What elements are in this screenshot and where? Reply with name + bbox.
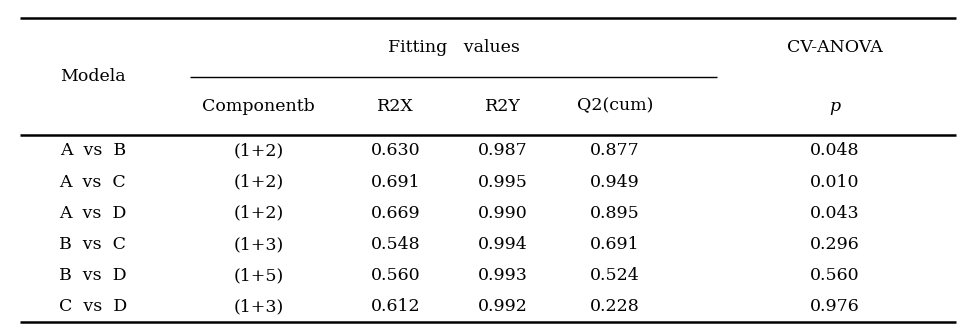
Text: Fitting   values: Fitting values — [387, 39, 520, 56]
Text: 0.560: 0.560 — [371, 267, 420, 284]
Text: B  vs  D: B vs D — [59, 267, 127, 284]
Text: 0.987: 0.987 — [478, 142, 527, 159]
Text: 0.994: 0.994 — [478, 236, 527, 253]
Text: 0.228: 0.228 — [590, 298, 639, 315]
Text: 0.548: 0.548 — [371, 236, 420, 253]
Text: 0.990: 0.990 — [478, 205, 527, 222]
Text: A  vs  D: A vs D — [59, 205, 127, 222]
Text: R2X: R2X — [377, 98, 414, 115]
Text: 0.010: 0.010 — [810, 174, 859, 190]
Text: CV-ANOVA: CV-ANOVA — [787, 39, 882, 56]
Text: A  vs  C: A vs C — [60, 174, 126, 190]
Text: Q2(cum): Q2(cum) — [577, 98, 653, 115]
Text: (1+2): (1+2) — [233, 205, 284, 222]
Text: 0.560: 0.560 — [810, 267, 859, 284]
Text: Modela: Modela — [60, 68, 126, 85]
Text: 0.993: 0.993 — [477, 267, 528, 284]
Text: 0.691: 0.691 — [371, 174, 420, 190]
Text: 0.995: 0.995 — [477, 174, 528, 190]
Text: 0.976: 0.976 — [810, 298, 859, 315]
Text: 0.048: 0.048 — [810, 142, 859, 159]
Text: Componentb: Componentb — [202, 98, 315, 115]
Text: 0.524: 0.524 — [590, 267, 639, 284]
Text: (1+5): (1+5) — [233, 267, 284, 284]
Text: 0.877: 0.877 — [590, 142, 639, 159]
Text: (1+2): (1+2) — [233, 142, 284, 159]
Text: 0.630: 0.630 — [371, 142, 420, 159]
Text: 0.612: 0.612 — [371, 298, 420, 315]
Text: p: p — [829, 98, 840, 115]
Text: (1+3): (1+3) — [233, 236, 284, 253]
Text: 0.669: 0.669 — [371, 205, 420, 222]
Text: (1+2): (1+2) — [233, 174, 284, 190]
Text: (1+3): (1+3) — [233, 298, 284, 315]
Text: 0.691: 0.691 — [590, 236, 639, 253]
Text: 0.043: 0.043 — [810, 205, 859, 222]
Text: B  vs  C: B vs C — [60, 236, 126, 253]
Text: C  vs  D: C vs D — [59, 298, 127, 315]
Text: A  vs  B: A vs B — [60, 142, 126, 159]
Text: R2Y: R2Y — [485, 98, 520, 115]
Text: 0.895: 0.895 — [590, 205, 639, 222]
Text: 0.949: 0.949 — [590, 174, 639, 190]
Text: 0.296: 0.296 — [810, 236, 859, 253]
Text: 0.992: 0.992 — [477, 298, 528, 315]
